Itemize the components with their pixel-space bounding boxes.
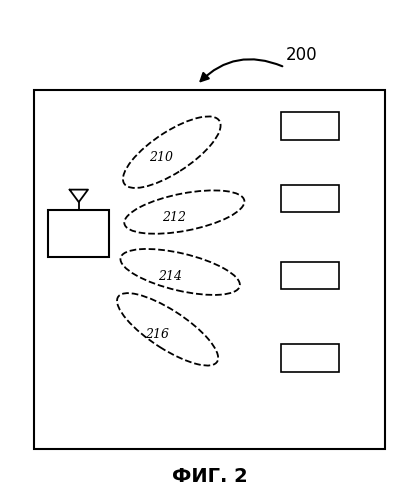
Text: 206: 206 [298, 269, 322, 282]
Bar [281, 112, 339, 140]
Text: 200: 200 [286, 46, 318, 64]
Bar [281, 262, 339, 289]
Text: ФИГ. 2: ФИГ. 2 [172, 467, 247, 486]
Text: 220: 220 [67, 227, 91, 240]
Text: 210: 210 [149, 151, 173, 164]
Text: 212: 212 [162, 211, 186, 224]
Text: 216: 216 [145, 328, 169, 341]
Bar [281, 344, 339, 372]
Text: 208: 208 [298, 351, 322, 365]
Text: 202: 202 [298, 119, 322, 133]
Text: 214: 214 [158, 270, 182, 283]
Bar [281, 185, 339, 212]
Text: 204: 204 [298, 192, 322, 205]
Bar [48, 210, 109, 257]
Bar [34, 90, 385, 449]
